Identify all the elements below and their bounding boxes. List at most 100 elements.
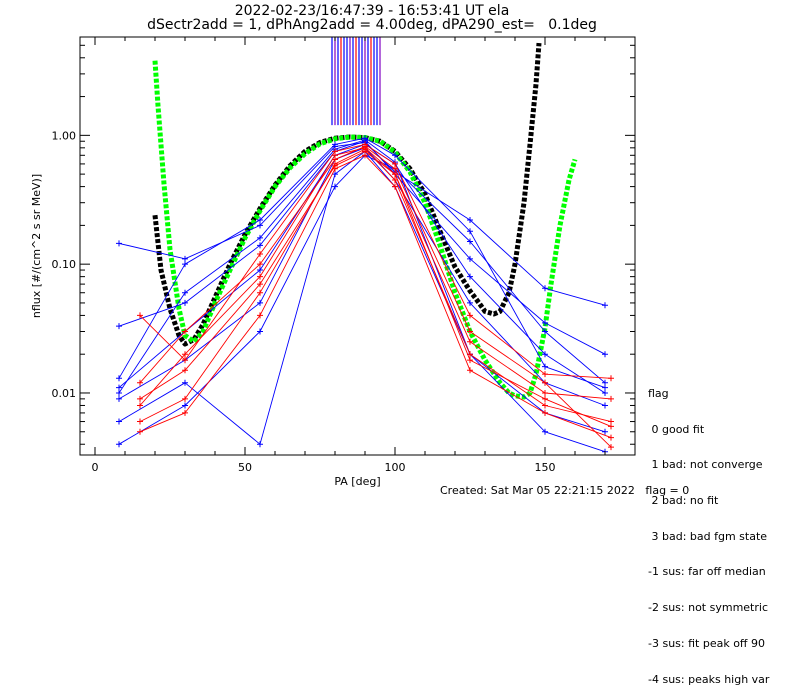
flux-data-point (137, 395, 143, 402)
legend-item: -2 sus: not symmetric (648, 601, 768, 615)
flux-data-point (608, 423, 614, 430)
x-tick-label: 150 (535, 461, 556, 474)
flux-data-point (257, 312, 263, 319)
flux-data-point (137, 312, 143, 319)
x-tick-label: 100 (385, 461, 406, 474)
x-tick-label: 50 (238, 461, 252, 474)
flux-data-point (542, 363, 548, 370)
flux-data-point (542, 351, 548, 358)
flux-data-point (467, 338, 473, 345)
series-layer (116, 42, 614, 455)
flux-data-point (137, 402, 143, 409)
flux-data-point (542, 389, 548, 396)
flux-data-point (257, 273, 263, 280)
flux-data-point (467, 367, 473, 374)
flux-data-point (116, 441, 122, 448)
flux-series-line (118, 143, 606, 394)
flux-data-point (362, 148, 368, 155)
flux-data-point (542, 328, 548, 335)
legend-item: -3 sus: fit peak off 90 (648, 636, 765, 650)
flux-data-point (332, 183, 338, 190)
flux-data-point (467, 357, 473, 364)
flux-data-point (137, 418, 143, 425)
flux-data-point (182, 379, 188, 386)
legend-item: 3 bad: bad fgm state (648, 529, 768, 543)
y-tick-label: 1.00 (52, 129, 77, 142)
plot-frame (79, 36, 636, 456)
flux-data-point (467, 217, 473, 224)
flux-data-point (257, 289, 263, 296)
flux-data-point (392, 171, 398, 178)
legend-item: -4 sus: peaks high var (648, 672, 770, 686)
flux-data-point (392, 165, 398, 172)
vertical-marker-layer (331, 37, 381, 126)
flux-data-point (116, 389, 122, 396)
legend-title: flag (648, 386, 669, 400)
flux-data-point (542, 409, 548, 416)
flux-data-point (257, 250, 263, 257)
flux-data-point (392, 183, 398, 190)
flux-data-point (182, 395, 188, 402)
flux-data-point (467, 299, 473, 306)
x-tick-label: 0 (92, 461, 99, 474)
flux-series-line (139, 150, 612, 427)
legend-item: 1 bad: not converge (648, 458, 763, 472)
flux-data-point (182, 402, 188, 409)
flux-data-point (257, 299, 263, 306)
flux-data-point (257, 217, 263, 224)
flux-series-line (139, 154, 612, 439)
flux-data-point (257, 234, 263, 241)
flux-data-point (602, 351, 608, 358)
flux-series-line (139, 147, 612, 406)
flux-data-point (257, 267, 263, 274)
flux-data-point (542, 379, 548, 386)
flux-data-point (608, 375, 614, 382)
fit-curve (152, 60, 578, 400)
flux-data-point (257, 281, 263, 288)
flux-series-line (118, 142, 606, 306)
y-tick-label: 0.01 (52, 387, 77, 400)
x-axis-label: PA [deg] (334, 475, 380, 488)
flux-data-point (257, 222, 263, 229)
flux-data-point (467, 228, 473, 235)
flux-data-point (182, 409, 188, 416)
flux-data-point (137, 379, 143, 386)
chart-title-line2: dSectr2add = 1, dPhAng2add = 4.00deg, dP… (147, 17, 597, 33)
chart-title-line1: 2022-02-23/16:47:39 - 16:53:41 UT ela (234, 3, 510, 19)
flux-data-point (467, 273, 473, 280)
flux-data-point (467, 255, 473, 262)
legend-item: 0 good fit (648, 422, 705, 436)
flux-data-point (182, 255, 188, 262)
flag-legend: flag 0 good fit 1 bad: not converge 2 ba… (648, 364, 769, 697)
flux-data-point (542, 319, 548, 326)
flux-series-line (118, 140, 606, 355)
flux-series-line (118, 154, 606, 445)
flux-data-point (467, 238, 473, 245)
flux-data-point (602, 302, 608, 309)
flux-data-point (467, 328, 473, 335)
flux-data-point (116, 395, 122, 402)
flux-data-point (116, 384, 122, 391)
flux-series-line (118, 139, 606, 453)
flux-data-point (542, 285, 548, 292)
flux-data-point (182, 289, 188, 296)
flux-data-point (257, 261, 263, 268)
flux-data-point (257, 242, 263, 249)
flux-data-point (542, 428, 548, 435)
flux-data-point (392, 152, 398, 159)
flux-data-point (608, 444, 614, 451)
flux-data-point (137, 428, 143, 435)
flux-data-point (602, 389, 608, 396)
flux-data-point (608, 395, 614, 402)
axis-layer: 0 50 100 150 0.01 0.10 1.00 (52, 37, 635, 474)
flux-data-point (467, 312, 473, 319)
flux-data-point (257, 441, 263, 448)
flux-data-point (542, 402, 548, 409)
flux-data-point (608, 434, 614, 441)
flux-data-point (542, 395, 548, 402)
flux-data-point (332, 162, 338, 169)
y-tick-label: 0.10 (52, 258, 77, 271)
flux-data-point (182, 328, 188, 335)
flux-data-point (116, 375, 122, 382)
y-axis-label: nflux [#/(cm^2 s sr MeV)] (30, 174, 43, 318)
